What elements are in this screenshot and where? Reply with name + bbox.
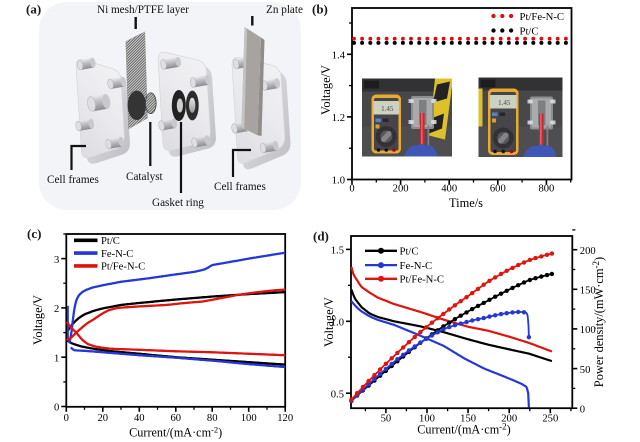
svg-text:50: 50 (580, 365, 591, 376)
svg-text:3: 3 (54, 255, 59, 266)
svg-text:Zn plate: Zn plate (266, 4, 303, 16)
svg-text:(d): (d) (313, 229, 329, 244)
svg-text:Current/(mA·cm-2): Current/(mA·cm-2) (417, 422, 510, 437)
svg-text:1.2: 1.2 (332, 113, 345, 124)
svg-text:Pt/C: Pt/C (400, 246, 419, 258)
svg-text:(c): (c) (27, 226, 41, 241)
svg-text:200: 200 (580, 246, 596, 257)
svg-text:400: 400 (441, 184, 457, 195)
svg-text:Pt/Fe-N-C: Pt/Fe-N-C (520, 11, 565, 23)
svg-text:Fe-N-C: Fe-N-C (101, 249, 133, 260)
svg-text:Voltage/V: Voltage/V (319, 65, 333, 115)
svg-text:0.5: 0.5 (331, 389, 344, 400)
svg-text:200: 200 (501, 413, 517, 424)
svg-text:1.4: 1.4 (332, 50, 346, 61)
svg-text:120: 120 (277, 413, 293, 424)
svg-text:1.5: 1.5 (331, 246, 344, 257)
svg-text:150: 150 (580, 286, 596, 297)
svg-text:Cell frames: Cell frames (214, 181, 266, 193)
svg-text:Fe-N-C: Fe-N-C (400, 260, 433, 272)
svg-text:Pt/Fe-N-C: Pt/Fe-N-C (400, 274, 445, 286)
svg-text:1.45: 1.45 (498, 99, 511, 107)
svg-text:0: 0 (580, 404, 585, 415)
svg-text:1.0: 1.0 (332, 176, 345, 187)
svg-text:Cell frames: Cell frames (47, 174, 99, 186)
svg-text:250: 250 (542, 413, 558, 424)
svg-text:60: 60 (171, 413, 182, 424)
svg-text:(b): (b) (312, 2, 328, 17)
svg-text:1.0: 1.0 (331, 318, 344, 329)
svg-text:100: 100 (419, 413, 435, 424)
svg-text:0: 0 (54, 403, 59, 414)
svg-text:50: 50 (381, 413, 392, 424)
svg-text:800: 800 (538, 184, 554, 195)
svg-text:0: 0 (64, 413, 69, 424)
svg-text:Pt/Fe-N-C: Pt/Fe-N-C (101, 262, 145, 273)
svg-text:Gasket ring: Gasket ring (152, 197, 204, 209)
svg-text:Voltage/V: Voltage/V (322, 297, 336, 347)
svg-text:100: 100 (580, 325, 596, 336)
svg-text:(a): (a) (26, 2, 41, 17)
svg-text:2: 2 (54, 304, 59, 315)
svg-text:0: 0 (349, 184, 354, 195)
svg-text:Pt/C: Pt/C (520, 26, 539, 38)
svg-text:1.45: 1.45 (381, 105, 394, 113)
svg-text:600: 600 (490, 184, 506, 195)
svg-text:1: 1 (54, 353, 59, 364)
svg-text:Current/(mA·cm-2): Current/(mA·cm-2) (129, 425, 222, 440)
svg-text:80: 80 (207, 413, 218, 424)
svg-text:Power density/(mW·cm-2): Power density/(mW·cm-2) (591, 257, 606, 387)
svg-text:40: 40 (134, 413, 145, 424)
svg-text:100: 100 (241, 413, 257, 424)
svg-text:200: 200 (393, 184, 409, 195)
svg-text:Pt/C: Pt/C (101, 236, 120, 247)
svg-text:Catalyst: Catalyst (126, 171, 164, 183)
svg-text:Ni mesh/PTFE layer: Ni mesh/PTFE layer (97, 4, 189, 16)
svg-text:20: 20 (98, 413, 109, 424)
svg-text:Voltage/V: Voltage/V (31, 295, 45, 345)
svg-text:150: 150 (460, 413, 476, 424)
svg-text:Time/s: Time/s (449, 196, 483, 210)
